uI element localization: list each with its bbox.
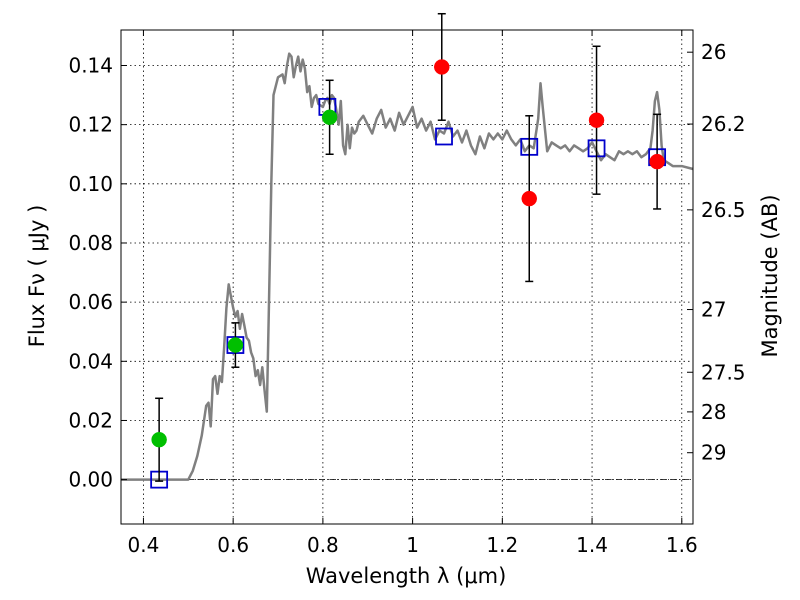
- observed-point: [321, 109, 338, 126]
- spectrum-line: [121, 52, 694, 481]
- y2-tick-label: 27.5: [701, 360, 746, 384]
- photometry-markers: [150, 12, 667, 489]
- x-tick-label: 1.6: [666, 533, 698, 557]
- y-tick-label: 0.06: [68, 290, 113, 314]
- observed-point: [434, 59, 450, 75]
- plot-frame: [120, 29, 694, 525]
- x-tick-label: 0.6: [217, 533, 249, 557]
- y2-tick-label: 26.5: [701, 198, 746, 222]
- grid: [121, 30, 693, 524]
- model-spectrum: [121, 52, 694, 481]
- x-tick-label: 0.4: [128, 533, 160, 557]
- observed-point: [151, 431, 167, 448]
- axis-ticks: 0.4 0.6 0.8 1 1.2 1.4 1.6 0.00 0.02 0.04 0.06 0.08 0…: [68, 30, 746, 557]
- y-tick-label: 0.04: [68, 349, 113, 373]
- x-tick-label: 1.2: [486, 533, 518, 557]
- observed-point: [588, 112, 605, 128]
- y-tick-label: 0.02: [68, 408, 113, 432]
- y2-tick-label: 29: [701, 441, 726, 465]
- observed-point: [649, 153, 665, 170]
- y2-axis-title: Magnitude (AB): [758, 194, 782, 357]
- y-tick-label: 0.14: [68, 53, 113, 77]
- y2-tick-label: 26: [701, 40, 726, 64]
- x-tick-label: 0.8: [307, 533, 339, 557]
- y-axis-title: Flux Fν ( μJy ): [25, 205, 49, 348]
- x-tick-label: 1.4: [576, 533, 608, 557]
- y2-tick-label: 26.2: [701, 112, 746, 136]
- y-tick-label: 0.00: [68, 468, 113, 492]
- observed-point: [521, 190, 538, 207]
- y2-tick-label: 27: [701, 298, 726, 322]
- y2-tick-label: 28: [701, 400, 726, 424]
- y-tick-label: 0.10: [68, 172, 113, 196]
- x-tick-label: 1: [406, 533, 419, 557]
- observed-point: [227, 337, 244, 353]
- y-tick-label: 0.12: [68, 113, 113, 137]
- y-tick-label: 0.08: [68, 231, 113, 255]
- model-square-marker: [435, 127, 453, 146]
- x-axis-title: Wavelength λ (μm): [306, 564, 507, 588]
